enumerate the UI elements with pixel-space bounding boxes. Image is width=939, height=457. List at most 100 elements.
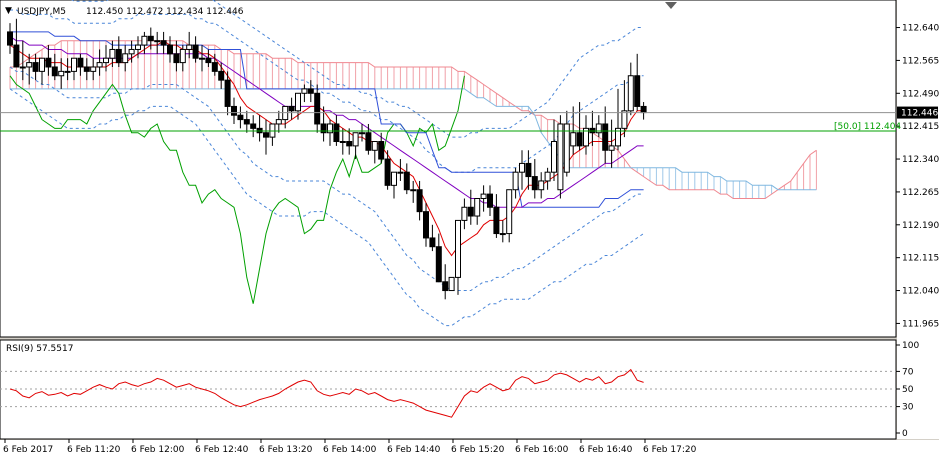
candle-body — [141, 35, 148, 46]
candle — [13, 18, 20, 68]
candle — [19, 40, 26, 81]
candle — [218, 62, 225, 89]
candle-body — [26, 62, 33, 68]
candle — [192, 36, 199, 63]
candle-body — [109, 48, 116, 59]
envelope-outer-upper — [71, 0, 644, 138]
candle — [314, 84, 321, 133]
candle-body — [640, 105, 647, 114]
kijun-line — [10, 31, 644, 208]
candle — [83, 58, 90, 81]
candle-body — [250, 123, 257, 129]
candle-body — [237, 114, 244, 121]
candle-body — [307, 88, 314, 94]
candle-body — [423, 211, 429, 239]
candle — [608, 119, 615, 168]
rsi-tick-label: 70 — [902, 367, 914, 377]
price-tick-label: 112.340 — [902, 155, 939, 165]
horizontal-lines — [0, 112, 896, 132]
candle — [147, 27, 154, 50]
candle — [442, 264, 449, 300]
price-tick-label: 112.565 — [902, 56, 939, 66]
candle-body — [551, 141, 557, 173]
candle — [378, 132, 385, 164]
candle — [634, 53, 641, 111]
price-tick-label: 112.490 — [902, 89, 939, 99]
rsi-tick-label: 0 — [902, 429, 908, 439]
candle — [461, 198, 468, 230]
candle-body — [135, 44, 141, 50]
candle — [576, 102, 583, 151]
candle-body — [115, 48, 122, 64]
candle — [295, 92, 301, 120]
rsi-line — [9, 368, 644, 418]
candle-body — [359, 132, 365, 135]
candle — [525, 150, 532, 190]
candle — [263, 119, 269, 155]
candle-body — [435, 246, 442, 283]
candle — [416, 180, 423, 221]
time-tick-label: 6 Feb 16:00 — [515, 445, 569, 455]
rsi-tick-label: 30 — [902, 403, 914, 413]
price-axis-area — [897, 0, 939, 439]
candle-body — [167, 44, 173, 55]
candle-body — [64, 70, 71, 73]
candle — [595, 115, 602, 138]
chart-shift-marker-icon[interactable] — [665, 2, 677, 9]
candles — [7, 18, 647, 300]
candle-body — [71, 57, 77, 72]
candle — [307, 80, 314, 103]
candle — [538, 172, 545, 199]
candle — [621, 80, 628, 138]
slow-ma-line — [9, 35, 644, 208]
candle — [474, 197, 481, 225]
menu-arrow-icon[interactable]: ▼ — [5, 6, 12, 16]
candle-body — [634, 75, 641, 107]
candle — [487, 185, 493, 217]
candle-body — [448, 276, 455, 292]
candle — [512, 167, 519, 199]
candle-body — [493, 206, 500, 235]
time-axis: 6 Feb 2017 6 Feb 11:20 6 Feb 12:00 6 Feb 12… — [3, 439, 697, 455]
candle-body — [192, 44, 199, 59]
candle-body — [231, 105, 237, 116]
candle — [32, 53, 39, 81]
candle-body — [391, 171, 397, 186]
candle-body — [499, 233, 506, 236]
candle — [365, 123, 372, 155]
candle — [339, 128, 346, 155]
candle-body — [218, 70, 225, 81]
candle-body — [563, 123, 570, 173]
candle-body — [224, 79, 231, 107]
candle-body — [295, 92, 301, 112]
candle-body — [352, 132, 359, 147]
candle-body — [314, 92, 321, 125]
candle — [250, 115, 257, 138]
candle — [352, 132, 359, 160]
candle-body — [474, 197, 481, 217]
envelope-inner-upper — [10, 9, 644, 173]
candle — [397, 159, 404, 181]
candle-body — [525, 162, 532, 178]
rsi-indicator: 100 70 50 30 0 — [0, 341, 919, 439]
candle-body — [320, 123, 327, 134]
candle — [26, 53, 33, 85]
candle-body — [570, 132, 577, 147]
candle — [115, 36, 122, 67]
candle-body — [416, 189, 423, 213]
candle-body — [288, 105, 295, 112]
candle — [480, 185, 487, 212]
candle-body — [205, 57, 212, 64]
candle-body — [384, 158, 391, 186]
candle — [493, 194, 500, 238]
candle — [627, 62, 634, 116]
candle-body — [32, 62, 39, 72]
candle-body — [429, 237, 436, 248]
hline-label: [50.0] 112.404 — [834, 122, 901, 132]
candle-body — [410, 189, 417, 192]
candle — [231, 97, 237, 124]
candle-body — [346, 141, 353, 147]
candle-body — [122, 53, 129, 64]
candle — [455, 219, 461, 295]
